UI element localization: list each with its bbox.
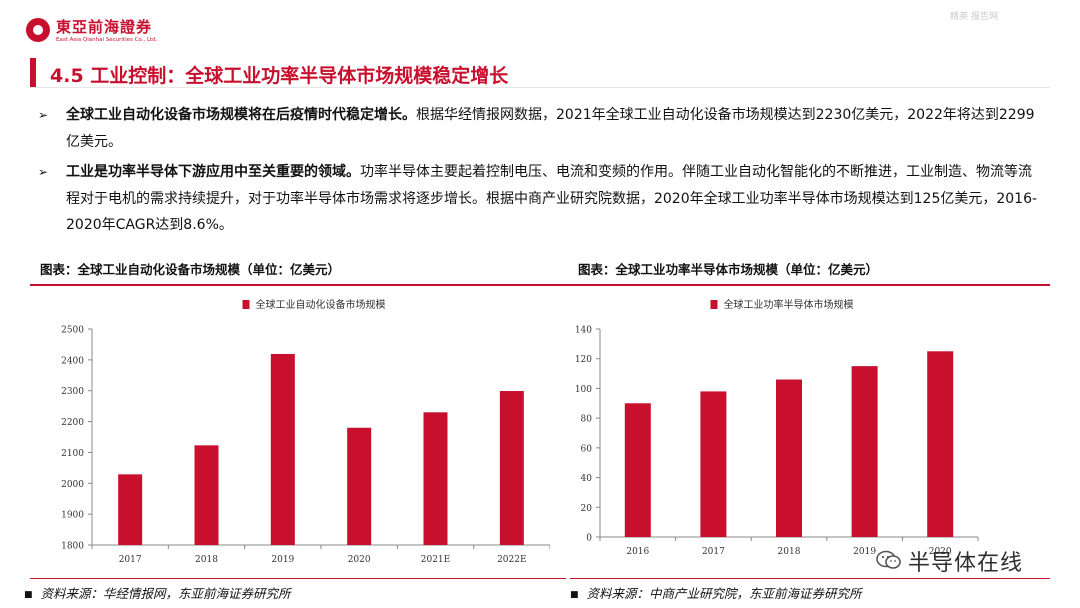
left-source-text: 资料来源：华经情报网，东亚前海证券研究所 — [40, 586, 291, 601]
arrow-bullet-icon: ➢ — [38, 165, 49, 179]
wechat-account-name: 半导体在线 — [908, 551, 1024, 576]
title-accent — [30, 58, 36, 88]
bar — [776, 379, 802, 537]
watermark: 精英 报告网 — [950, 12, 998, 22]
square-bullet-icon: ■ — [24, 590, 33, 600]
wechat-icon — [876, 550, 901, 569]
bar — [700, 391, 727, 537]
x-tick-label: 2016 — [626, 547, 649, 557]
x-tick-label: 2018 — [778, 547, 801, 557]
x-tick-label: 2019 — [853, 547, 876, 557]
automation-market-chart-svg: 全球工业自动化设备市场规模 1800 1900 2000 2100 2200 2300 240… — [61, 298, 550, 565]
y-tick-label: 1800 — [61, 542, 84, 552]
left-panel-divider — [30, 284, 570, 286]
logo-name: 東亞前海證券 — [56, 18, 153, 36]
x-tick-label: 2018 — [195, 555, 218, 565]
right-panel-divider — [570, 284, 1050, 286]
x-tick-label: 2017 — [119, 555, 142, 565]
x-tick-label: 2021E — [421, 555, 450, 565]
legend-label: 全球工业自动化设备市场规模 — [256, 298, 386, 311]
logo-english-name: East Asia Qianhai Securities Co., Ltd. — [56, 37, 158, 43]
bar — [194, 445, 219, 545]
bullet-item: ➢ 全球工业自动化设备市场规模将在后疫情时代稳定增长。根据华经情报网数据，202… — [34, 102, 1044, 155]
bar — [423, 412, 448, 545]
y-tick-label: 2500 — [61, 326, 84, 336]
bar — [851, 366, 878, 537]
y-tick-label: 2000 — [61, 480, 84, 490]
y-tick-label: 60 — [581, 444, 593, 454]
left-chart-title: 图表：全球工业自动化设备市场规模（单位：亿美元） — [40, 262, 341, 277]
bullet-lead: 工业是功率半导体下游应用中至关重要的领域。 — [66, 164, 360, 180]
bar — [270, 353, 295, 545]
x-tick-label: 2020 — [929, 547, 952, 557]
legend-swatch — [710, 300, 718, 309]
y-tick-label: 40 — [581, 474, 593, 484]
right-source-text: 资料来源：中商产业研究院，东亚前海证券研究所 — [586, 586, 862, 601]
left-chart-panel: 图表：全球工业自动化设备市场规模（单位：亿美元） — [40, 258, 552, 282]
right-source-divider — [570, 578, 1050, 579]
title-divider — [30, 87, 1050, 88]
logo-mark-icon — [26, 18, 50, 42]
power-semi-market-chart: 全球工业功率半导体市场规模 0 20 40 60 80 100 120 140 2016 2017 2… — [570, 292, 990, 570]
y-tick-label: 2200 — [61, 418, 84, 428]
y-tick-label: 2400 — [61, 356, 84, 366]
right-source-note: ■ 资料来源：中商产业研究院，东亚前海证券研究所 — [570, 583, 862, 602]
left-source-divider — [30, 578, 566, 579]
arrow-bullet-icon: ➢ — [38, 108, 49, 122]
y-tick-label: 2100 — [61, 449, 84, 459]
y-tick-label: 20 — [581, 504, 593, 514]
x-tick-label: 2019 — [271, 555, 294, 565]
bullet-item: ➢ 工业是功率半导体下游应用中至关重要的领域。功率半导体主要起着控制电压、电流和… — [34, 159, 1044, 239]
bar — [927, 351, 954, 537]
y-tick-label: 1900 — [61, 511, 84, 521]
page-title: 4.5 工业控制：全球工业功率半导体市场规模稳定增长 — [50, 65, 509, 87]
bar — [624, 403, 651, 537]
left-source-note: ■ 资料来源：华经情报网，东亚前海证券研究所 — [24, 583, 291, 602]
x-tick-label: 2020 — [348, 555, 371, 565]
automation-market-chart: 全球工业自动化设备市场规模 1800 1900 2000 2100 2200 2300 240… — [30, 292, 550, 570]
y-tick-label: 140 — [575, 326, 592, 336]
y-tick-label: 80 — [581, 415, 593, 425]
bullet-lead: 全球工业自动化设备市场规模将在后疫情时代稳定增长。 — [66, 107, 416, 123]
square-bullet-icon: ■ — [570, 590, 579, 600]
legend-swatch — [242, 300, 250, 309]
section-title-bar: 4.5 工业控制：全球工业功率半导体市场规模稳定增长 — [30, 58, 1050, 88]
power-semi-market-chart-svg: 全球工业功率半导体市场规模 0 20 40 60 80 100 120 140 2016 2017 2… — [575, 298, 979, 557]
bullet-text: 根据华经情报网数据，2021年全球工业自动化设备市场规模达到2230亿美元，20… — [66, 107, 1035, 150]
y-tick-label: 0 — [586, 534, 592, 544]
y-tick-label: 2300 — [61, 387, 84, 397]
right-chart-title: 图表：全球工业功率半导体市场规模（单位：亿美元） — [578, 262, 879, 277]
right-chart-panel: 图表：全球工业功率半导体市场规模（单位：亿美元） — [578, 258, 1050, 282]
x-tick-label: 2022E — [497, 555, 526, 565]
legend-label: 全球工业功率半导体市场规模 — [724, 298, 854, 311]
bar — [347, 427, 372, 545]
bullet-list: ➢ 全球工业自动化设备市场规模将在后疫情时代稳定增长。根据华经情报网数据，202… — [34, 102, 1044, 243]
bar — [499, 391, 524, 545]
bullet-text: 功率半导体主要起着控制电压、电流和变频的作用。伴随工业自动化智能化的不断推进，工… — [66, 164, 1038, 233]
bar — [118, 474, 143, 545]
y-tick-label: 100 — [575, 385, 592, 395]
company-logo: 東亞前海證券 East Asia Qianhai Securities Co.,… — [26, 14, 196, 54]
y-tick-label: 120 — [575, 355, 592, 365]
x-tick-label: 2017 — [702, 547, 725, 557]
